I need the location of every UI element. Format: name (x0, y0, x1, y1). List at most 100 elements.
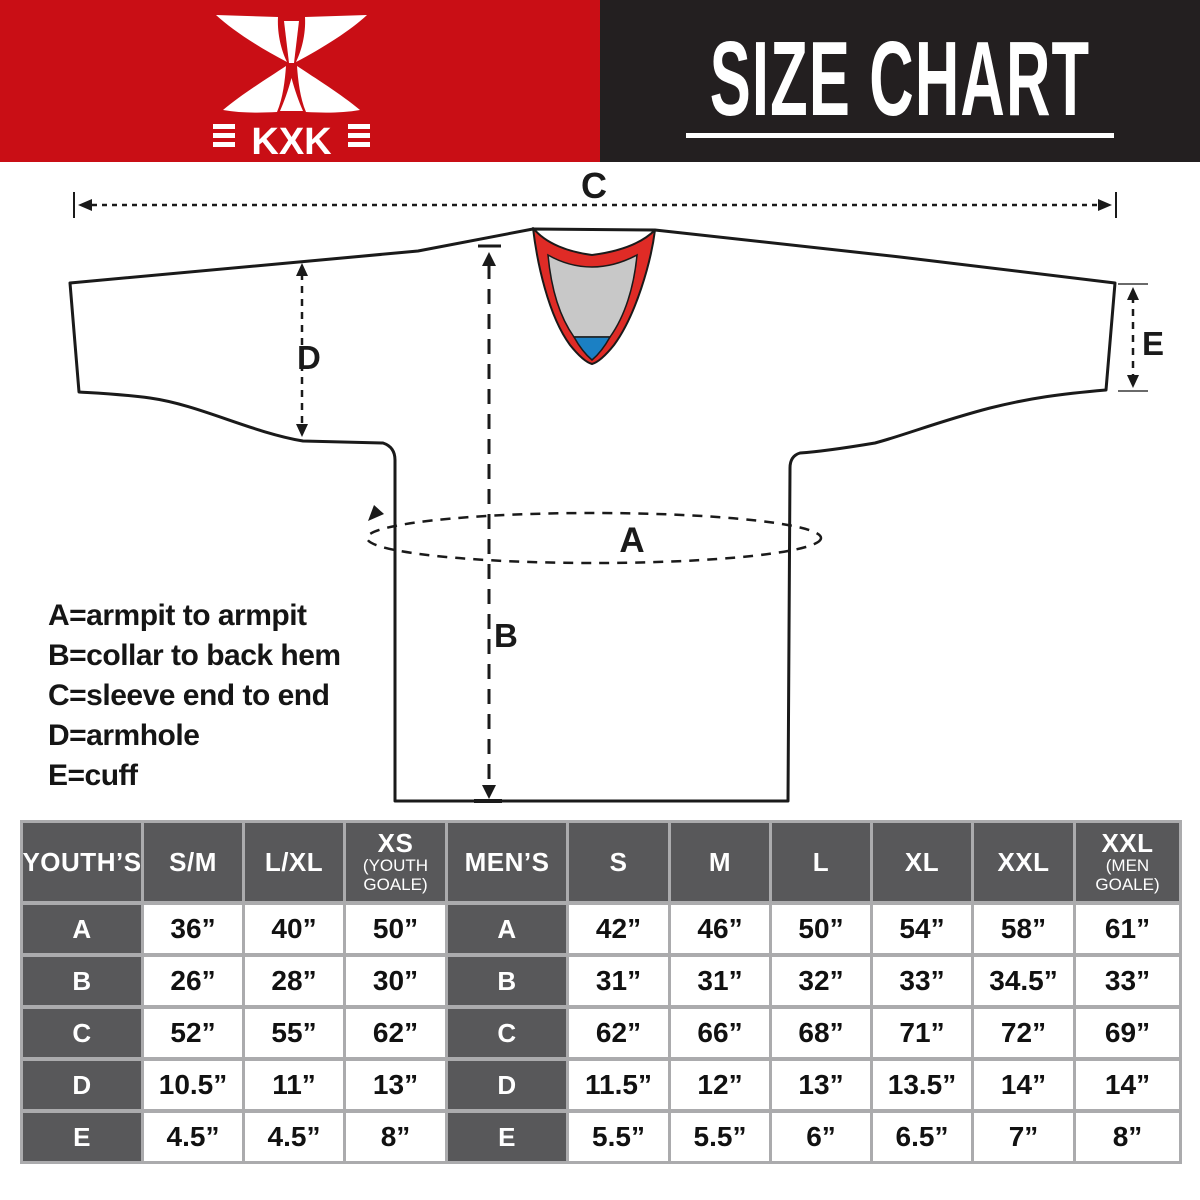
cell-value: 62” (346, 1009, 445, 1057)
row-label: C (448, 1009, 566, 1057)
arrowhead-d-bottom (296, 424, 308, 437)
cell-value: 34.5” (974, 957, 1073, 1005)
cell-value: 28” (245, 957, 343, 1005)
cell-value: 71” (873, 1009, 971, 1057)
legend-line-a: A=armpit to armpit (48, 599, 307, 632)
cell-value: 42” (569, 905, 668, 953)
row-label: D (448, 1061, 566, 1109)
col-header-l: L (772, 823, 870, 901)
cell-value: 32” (772, 957, 870, 1005)
cell-value: 52” (144, 1009, 242, 1057)
row-label: E (448, 1113, 566, 1161)
cell-value: 66” (671, 1009, 769, 1057)
cell-value: 26” (144, 957, 242, 1005)
label-d: D (297, 339, 321, 376)
cell-value: 13” (346, 1061, 445, 1109)
col-header-s: S (569, 823, 668, 901)
cell-value: 5.5” (569, 1113, 668, 1161)
cell-value: 33” (873, 957, 971, 1005)
cell-value: 8” (346, 1113, 445, 1161)
legend-line-c: C=sleeve end to end (48, 679, 330, 712)
size-table: YOUTH’S S/M L/XL XS (YOUTH GOALE) MEN’S … (20, 820, 1182, 1164)
cell-value: 10.5” (144, 1061, 242, 1109)
col-header-sm: S/M (144, 823, 242, 901)
cell-value: 50” (346, 905, 445, 953)
arrowhead-c-right (1098, 199, 1112, 211)
cell-value: 72” (974, 1009, 1073, 1057)
jersey-measurement-diagram: C D B E A (68, 165, 1164, 803)
arrowhead-d-top (296, 263, 308, 276)
cell-value: 54” (873, 905, 971, 953)
goalie-size: XXL (1101, 828, 1154, 858)
title-underline (686, 132, 1114, 138)
cell-value: 6.5” (873, 1113, 971, 1161)
arrowhead-b-bottom (482, 785, 496, 799)
cell-value: 31” (569, 957, 668, 1005)
cell-value: 14” (1076, 1061, 1179, 1109)
col-header-lxl: L/XL (245, 823, 343, 901)
logo-fan-lower-right (297, 66, 360, 113)
row-label: E (23, 1113, 141, 1161)
cell-value: 13.5” (873, 1061, 971, 1109)
cell-value: 55” (245, 1009, 343, 1057)
cell-value: 5.5” (671, 1113, 769, 1161)
col-header-xl: XL (873, 823, 971, 901)
cell-value: 61” (1076, 905, 1179, 953)
col-header-m: M (671, 823, 769, 901)
cell-value: 4.5” (245, 1113, 343, 1161)
logo-wordmark: KXK (251, 121, 332, 160)
cell-value: 11” (245, 1061, 343, 1109)
row-label: C (23, 1009, 141, 1057)
arrowhead-a (368, 505, 384, 521)
collar-inner-gray (547, 253, 638, 338)
cell-value: 8” (1076, 1113, 1179, 1161)
cell-value: 6” (772, 1113, 870, 1161)
cell-value: 14” (974, 1061, 1073, 1109)
goalie-size: XS (377, 828, 414, 858)
label-a: A (619, 521, 644, 560)
cell-value: 4.5” (144, 1113, 242, 1161)
cell-value: 69” (1076, 1009, 1179, 1057)
cell-value: 68” (772, 1009, 870, 1057)
row-label: B (448, 957, 566, 1005)
row-label: A (23, 905, 141, 953)
col-header-xs-youth-goalie: XS (YOUTH GOALE) (346, 823, 445, 901)
cell-value: 62” (569, 1009, 668, 1057)
label-e: E (1142, 325, 1164, 362)
cell-value: 12” (671, 1061, 769, 1109)
col-header-xxl: XXL (974, 823, 1073, 901)
col-header-youth: YOUTH’S (22, 823, 141, 901)
cell-value: 13” (772, 1061, 870, 1109)
cell-value: 30” (346, 957, 445, 1005)
cell-value: 31” (671, 957, 769, 1005)
row-label: B (23, 957, 141, 1005)
arrowhead-e-bottom (1127, 375, 1139, 388)
cell-value: 33” (1076, 957, 1179, 1005)
jersey-outline (68, 227, 1117, 803)
cell-value: 58” (974, 905, 1073, 953)
col-header-mens: MEN’S (448, 823, 566, 901)
page-title: SIZE CHART (709, 19, 1091, 138)
label-c: C (581, 165, 607, 206)
logo-wing-upper-left (216, 15, 287, 62)
measure-a-ellipse (365, 511, 823, 565)
arrowhead-b-top (482, 252, 496, 266)
title-header-black: SIZE CHART (600, 0, 1200, 162)
row-label: A (448, 905, 566, 953)
cell-value: 11.5” (569, 1061, 668, 1109)
logo-stem (284, 21, 299, 63)
legend-line-d: D=armhole (48, 719, 200, 752)
label-b: B (494, 617, 518, 654)
kxk-logo-icon: KXK (213, 15, 370, 160)
arrowhead-c-left (78, 199, 92, 211)
logo-wing-upper-right (296, 15, 367, 62)
cell-value: 46” (671, 905, 769, 953)
row-label: D (23, 1061, 141, 1109)
goalie-note: (YOUTH GOALE) (362, 856, 429, 894)
measure-c-arrow (73, 192, 1117, 218)
col-header-xxl-men-goalie: XXL (MEN GOALE) (1076, 823, 1179, 901)
legend-line-e: E=cuff (48, 759, 138, 792)
cell-value: 40” (245, 905, 343, 953)
cell-value: 7” (974, 1113, 1073, 1161)
